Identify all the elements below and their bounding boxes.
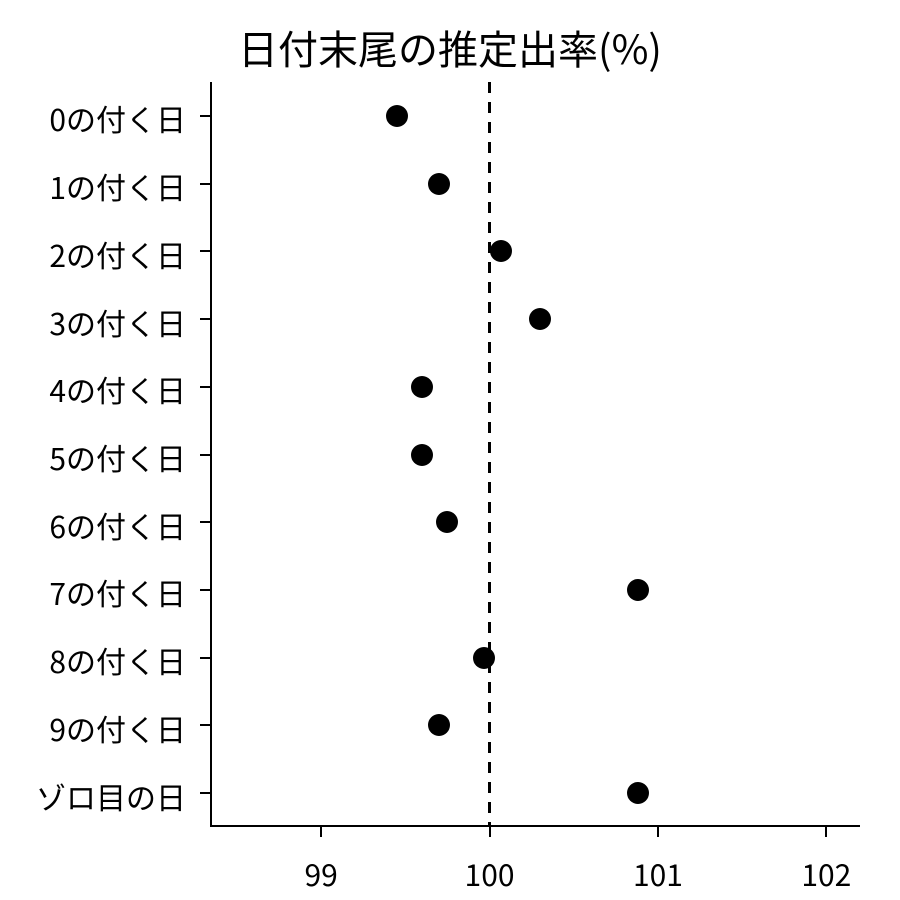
data-point — [411, 444, 433, 466]
x-tick-mark — [825, 827, 827, 837]
y-tick-label: 4の付く日 — [49, 367, 186, 411]
plot-area — [210, 82, 860, 827]
data-point — [428, 714, 450, 736]
y-tick-label: 5の付く日 — [49, 435, 186, 479]
y-tick-mark — [200, 454, 210, 456]
y-tick-label: ゾロ目の日 — [36, 774, 186, 818]
data-point — [436, 511, 458, 533]
y-tick-mark — [200, 589, 210, 591]
data-point — [627, 782, 649, 804]
data-point — [411, 376, 433, 398]
data-point — [529, 308, 551, 330]
y-tick-mark — [200, 724, 210, 726]
x-tick-label: 101 — [618, 851, 698, 895]
y-tick-label: 9の付く日 — [49, 706, 186, 750]
x-tick-label: 102 — [786, 851, 866, 895]
x-tick-mark — [489, 827, 491, 837]
y-tick-label: 0の付く日 — [49, 96, 186, 140]
y-tick-mark — [200, 318, 210, 320]
x-tick-label: 99 — [281, 851, 361, 895]
x-tick-mark — [657, 827, 659, 837]
data-point — [428, 173, 450, 195]
y-tick-mark — [200, 521, 210, 523]
reference-line — [488, 82, 491, 827]
y-tick-mark — [200, 115, 210, 117]
x-tick-mark — [320, 827, 322, 837]
y-tick-mark — [200, 657, 210, 659]
y-tick-label: 8の付く日 — [49, 638, 186, 682]
x-tick-label: 100 — [450, 851, 530, 895]
y-tick-label: 1の付く日 — [49, 164, 186, 208]
y-tick-label: 7の付く日 — [49, 570, 186, 614]
chart-title: 日付末尾の推定出率(%) — [0, 18, 900, 76]
y-tick-label: 2の付く日 — [49, 232, 186, 276]
y-tick-label: 6の付く日 — [49, 503, 186, 547]
y-tick-mark — [200, 792, 210, 794]
y-tick-mark — [200, 250, 210, 252]
data-point — [627, 579, 649, 601]
data-point — [473, 647, 495, 669]
data-point — [490, 240, 512, 262]
data-point — [386, 105, 408, 127]
y-tick-mark — [200, 386, 210, 388]
y-tick-label: 3の付く日 — [49, 300, 186, 344]
y-tick-mark — [200, 183, 210, 185]
